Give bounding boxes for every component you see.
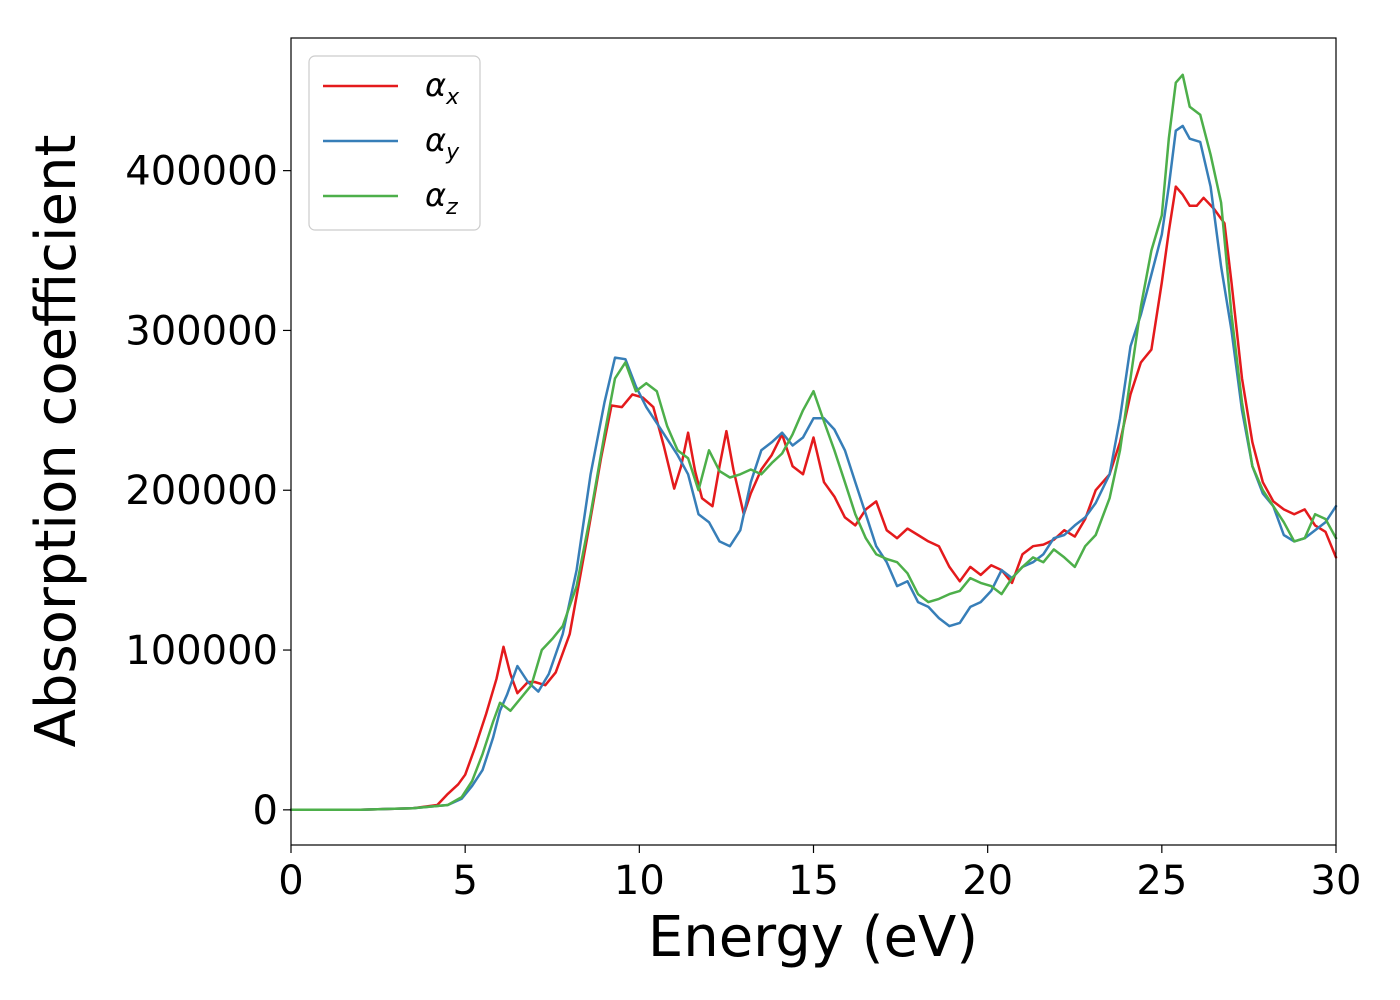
y-tick-label: 0 [253,788,278,834]
y-axis: 0 100000 200000 300000 400000 [125,149,291,834]
x-tick-label: 10 [614,858,665,904]
x-tick-label: 5 [452,858,477,904]
x-tick-label: 25 [1136,858,1187,904]
legend-box [308,55,481,231]
y-tick-label: 200000 [125,468,278,514]
x-axis: 0 5 10 15 20 25 30 [278,845,1361,904]
series-line-y [289,124,1338,812]
y-tick-label: 300000 [125,308,278,354]
y-axis-title: Absorption coefficient [24,135,89,748]
x-tick-label: 15 [788,858,839,904]
x-axis-title: Energy (eV) [648,905,978,970]
x-tick-label: 0 [278,858,303,904]
y-tick-label: 100000 [125,628,278,674]
series-line-z [289,73,1338,812]
x-tick-label: 30 [1311,858,1362,904]
x-tick-label: 20 [962,858,1013,904]
series-line-x [289,185,1338,812]
series-layer [289,73,1338,812]
y-tick-label: 400000 [125,149,278,195]
